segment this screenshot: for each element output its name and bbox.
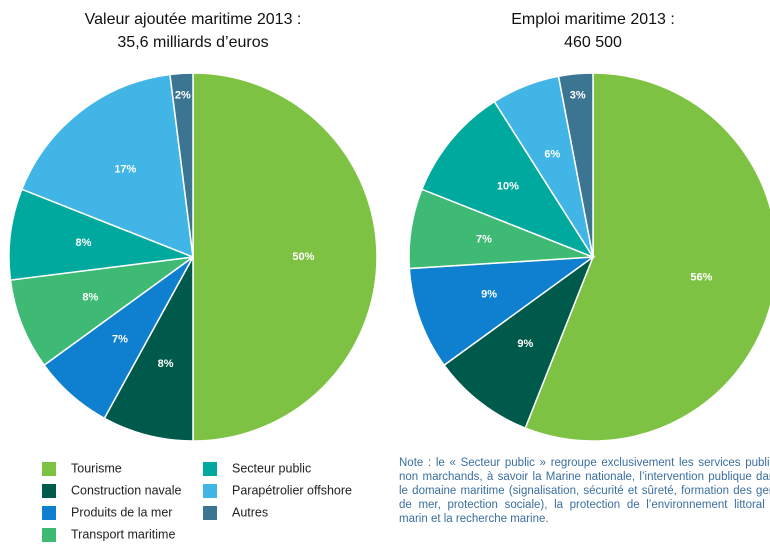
slice-label: 8% — [76, 237, 92, 249]
slice-label: 17% — [114, 164, 136, 176]
legend-swatch — [203, 506, 217, 520]
slice-label: 8% — [82, 292, 98, 304]
legend-label: Secteur public — [232, 461, 311, 475]
pie-slice — [169, 72, 194, 258]
legend-label: Produits de la mer — [71, 505, 172, 519]
legend-label: Autres — [232, 505, 268, 519]
slice-label: 8% — [158, 358, 174, 370]
slice-label: 3% — [570, 90, 586, 102]
legend-label: Tourisme — [71, 461, 122, 475]
legend-label: Parapétrolier offshore — [232, 483, 352, 497]
pie-slice — [443, 254, 595, 430]
pie-slice — [20, 73, 194, 259]
slice-label: 56% — [690, 272, 712, 284]
legend-swatch — [42, 484, 56, 498]
chart-title: Emploi maritime 2013 : — [511, 11, 675, 28]
pie-slice — [524, 72, 770, 442]
pie-slice — [557, 72, 594, 258]
slice-label: 6% — [544, 148, 560, 160]
chart-title: Valeur ajoutée maritime 2013 : — [85, 11, 302, 28]
legend-swatch — [203, 462, 217, 476]
legend-swatch — [42, 506, 56, 520]
legend-label: Transport maritime — [71, 527, 175, 541]
slice-label: 9% — [517, 338, 533, 350]
slice-label: 7% — [112, 334, 128, 346]
legend-swatch — [203, 484, 217, 498]
pie-slice — [408, 256, 596, 367]
chart-subtitle: 460 500 — [564, 34, 622, 51]
legend-label: Construction navale — [71, 483, 182, 497]
pie-slice — [8, 188, 194, 281]
chart-subtitle: 35,6 milliards d’euros — [117, 34, 268, 51]
pie-slice — [420, 100, 595, 259]
legend-swatch — [42, 462, 56, 476]
note: Note : le « Secteur public » regroupe ex… — [399, 457, 770, 525]
slice-label: 9% — [481, 288, 497, 300]
slice-label: 50% — [292, 251, 314, 263]
slice-label: 7% — [476, 234, 492, 246]
slice-label: 10% — [497, 181, 519, 193]
slice-label: 2% — [175, 89, 191, 101]
pie-slice — [192, 72, 378, 442]
pie-slice — [9, 256, 194, 367]
legend-swatch — [42, 528, 56, 542]
pie-slice — [103, 256, 194, 442]
